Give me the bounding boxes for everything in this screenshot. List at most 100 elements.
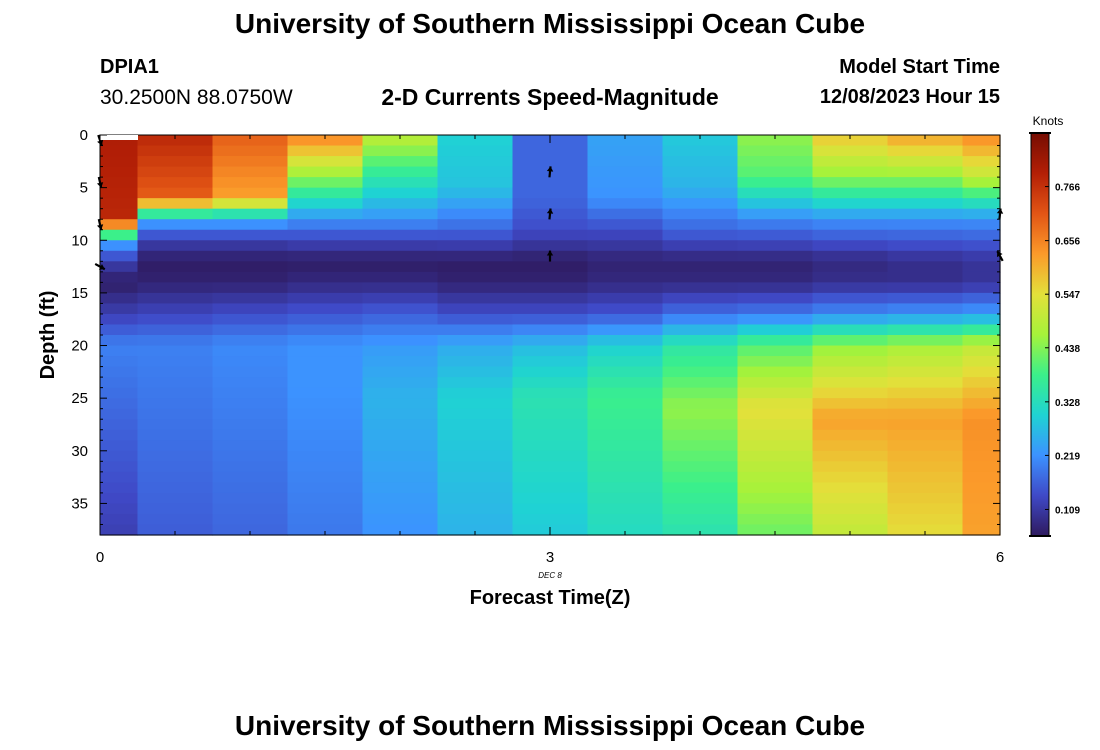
heatmap-cell (287, 387, 364, 399)
heatmap-cell (887, 513, 964, 526)
heatmap-cell (887, 324, 964, 336)
heatmap-cell (287, 461, 364, 473)
heatmap-cell (587, 187, 664, 199)
heatmap-cell (100, 219, 139, 231)
heatmap-cell (212, 440, 289, 452)
heatmap-cell (737, 145, 814, 157)
heatmap-cell (212, 198, 289, 210)
heatmap-cell (100, 282, 139, 294)
heatmap-cell (587, 471, 664, 483)
heatmap-cell (362, 429, 439, 441)
heatmap-cell (512, 471, 589, 483)
heatmap-cell (512, 503, 589, 515)
heatmap-cell (287, 166, 364, 178)
heatmap-cell (587, 387, 664, 399)
heatmap-cell (212, 156, 289, 168)
heatmap-cell (737, 187, 814, 199)
heatmap-cell (512, 450, 589, 462)
heatmap-cell (362, 335, 439, 347)
heatmap-cell (362, 240, 439, 252)
heatmap-cell (137, 261, 214, 273)
heatmap-cell (437, 271, 514, 283)
heatmap-cell (962, 482, 1001, 494)
heatmap-cell (587, 461, 664, 473)
heatmap-cell (287, 261, 364, 273)
heatmap-cell (662, 492, 739, 505)
heatmap-cell (100, 429, 139, 441)
heatmap-cell (212, 366, 289, 378)
heatmap-cell (137, 440, 214, 452)
heatmap-cell (962, 313, 1001, 326)
heatmap-cell (587, 524, 664, 536)
heatmap-cell (587, 377, 664, 389)
heatmap-cell (812, 198, 889, 210)
heatmap-cell (887, 271, 964, 283)
heatmap-cell (662, 335, 739, 347)
heatmap-cell (587, 303, 664, 315)
heatmap-cell (662, 450, 739, 462)
heatmap-cell (100, 440, 139, 452)
heatmap-cell (737, 513, 814, 526)
heatmap-cell (512, 377, 589, 389)
heatmap-cell (287, 271, 364, 283)
heatmap-cell (812, 471, 889, 483)
heatmap-cell (812, 366, 889, 378)
heatmap-cell (887, 282, 964, 294)
heatmap-cell (212, 145, 289, 157)
heatmap-cell (437, 387, 514, 399)
heatmap-cell (887, 492, 964, 505)
heatmap-cell (287, 408, 364, 420)
heatmap-cell (962, 282, 1001, 294)
heatmap-cell (137, 135, 214, 147)
colorbar-ticks: 0.766 0.656 0.547 0.438 0.328 0.219 0.109 (1045, 183, 1080, 516)
heatmap-cell (437, 524, 514, 536)
heatmap-cell (137, 398, 214, 410)
heatmap-cell (512, 219, 589, 231)
heatmap-cell (662, 187, 739, 199)
heatmap-cell (662, 356, 739, 368)
heatmap-cell (662, 292, 739, 305)
heatmap-cell (137, 198, 214, 210)
heatmap-cell (887, 366, 964, 378)
heatmap-cell (212, 492, 289, 505)
heatmap-cell (812, 135, 889, 147)
heatmap-cell (587, 208, 664, 220)
heatmap-cell (962, 440, 1001, 452)
heatmap-cell (287, 240, 364, 252)
heatmap-cell (887, 345, 964, 357)
heatmap-cell (137, 335, 214, 347)
heatmap-cell (812, 324, 889, 336)
heatmap-cell (737, 492, 814, 505)
heatmap-cell (662, 177, 739, 189)
heatmap-cell (362, 419, 439, 431)
heatmap-cell (362, 471, 439, 483)
heatmap-cell (737, 229, 814, 241)
heatmap-cell (137, 303, 214, 315)
heatmap-cell (887, 187, 964, 199)
heatmap-cell (212, 271, 289, 283)
heatmap-cell (437, 303, 514, 315)
heatmap-cell (287, 398, 364, 410)
heatmap-cell (100, 450, 139, 462)
heatmap-cell (287, 229, 364, 241)
heatmap-cell (812, 524, 889, 536)
heatmap-cell (437, 313, 514, 326)
heatmap-cell (962, 513, 1001, 526)
heatmap-cell (212, 219, 289, 231)
heatmap-cell (662, 324, 739, 336)
y-tick-label: 20 (71, 338, 88, 355)
heatmap-cell (812, 292, 889, 305)
heatmap-cell (812, 345, 889, 357)
heatmap-cell (100, 345, 139, 357)
heatmap-cell (287, 492, 364, 505)
heatmap-cell (812, 282, 889, 294)
heatmap-cell (812, 356, 889, 368)
heatmap-cell (512, 240, 589, 252)
heatmap-cell (212, 419, 289, 431)
heatmap-cell (962, 271, 1001, 283)
heatmap-cell (212, 303, 289, 315)
heatmap-cell (287, 187, 364, 199)
heatmap-cell (812, 229, 889, 241)
heatmap-cell (887, 335, 964, 347)
heatmap-cell (137, 503, 214, 515)
